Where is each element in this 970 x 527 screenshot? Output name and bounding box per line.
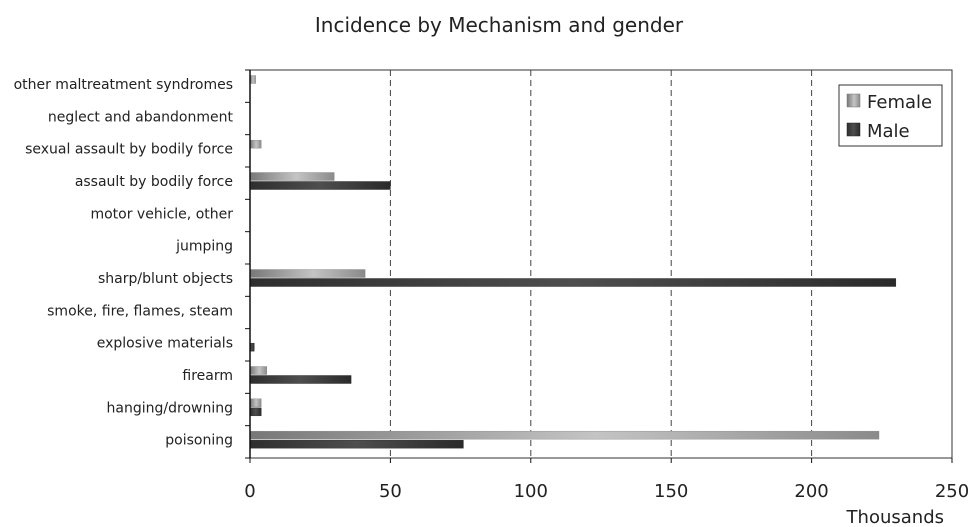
category-labels: other maltreatment syndromes neglect and … [14, 77, 234, 449]
category-label: other maltreatment syndromes [14, 77, 233, 93]
category-label: hanging/drowning [107, 400, 233, 416]
bar-female-11 [249, 430, 880, 440]
bar-female-10 [249, 398, 262, 408]
x-tick-label: 150 [654, 481, 688, 502]
x-tick-label: 250 [935, 481, 969, 502]
plot-bars [249, 75, 897, 449]
plot-axes [245, 69, 953, 463]
category-label: firearm [182, 368, 233, 384]
bar-male-11 [249, 439, 464, 449]
bar-female-0 [249, 75, 256, 84]
bar-male-6 [249, 278, 897, 287]
bar-male-10 [249, 407, 262, 417]
legend-swatch-female [846, 93, 861, 108]
tick-labels: 0 50 100 150 200 250 [244, 481, 969, 502]
category-label: sexual assault by bodily force [25, 142, 233, 158]
category-label: assault by bodily force [75, 174, 233, 190]
category-label: neglect and abandonment [48, 109, 234, 125]
bar-male-3 [249, 181, 391, 190]
bar-female-6 [249, 269, 366, 278]
bar-female-2 [249, 139, 262, 149]
legend-swatch-male [846, 122, 861, 137]
legend-label-female: Female [867, 92, 932, 113]
legend: Female Male [838, 84, 943, 147]
legend-label-male: Male [867, 121, 910, 142]
x-tick-label: 50 [379, 481, 402, 502]
x-tick-label: 0 [244, 481, 255, 502]
x-tick-label: 100 [514, 481, 548, 502]
category-label: poisoning [165, 433, 233, 449]
bar-female-9 [249, 366, 268, 375]
bar-female-3 [249, 172, 335, 181]
category-label: explosive materials [97, 336, 233, 352]
x-axis-unit-label: Thousands [846, 507, 944, 527]
category-label: sharp/blunt objects [98, 271, 233, 287]
category-label: smoke, fire, flames, steam [47, 303, 233, 319]
category-label: motor vehicle, other [90, 206, 233, 222]
x-tick-label: 200 [794, 481, 828, 502]
category-label: jumping [175, 239, 233, 255]
chart-title: Incidence by Mechanism and gender [315, 13, 684, 37]
bar-male-9 [249, 375, 352, 384]
